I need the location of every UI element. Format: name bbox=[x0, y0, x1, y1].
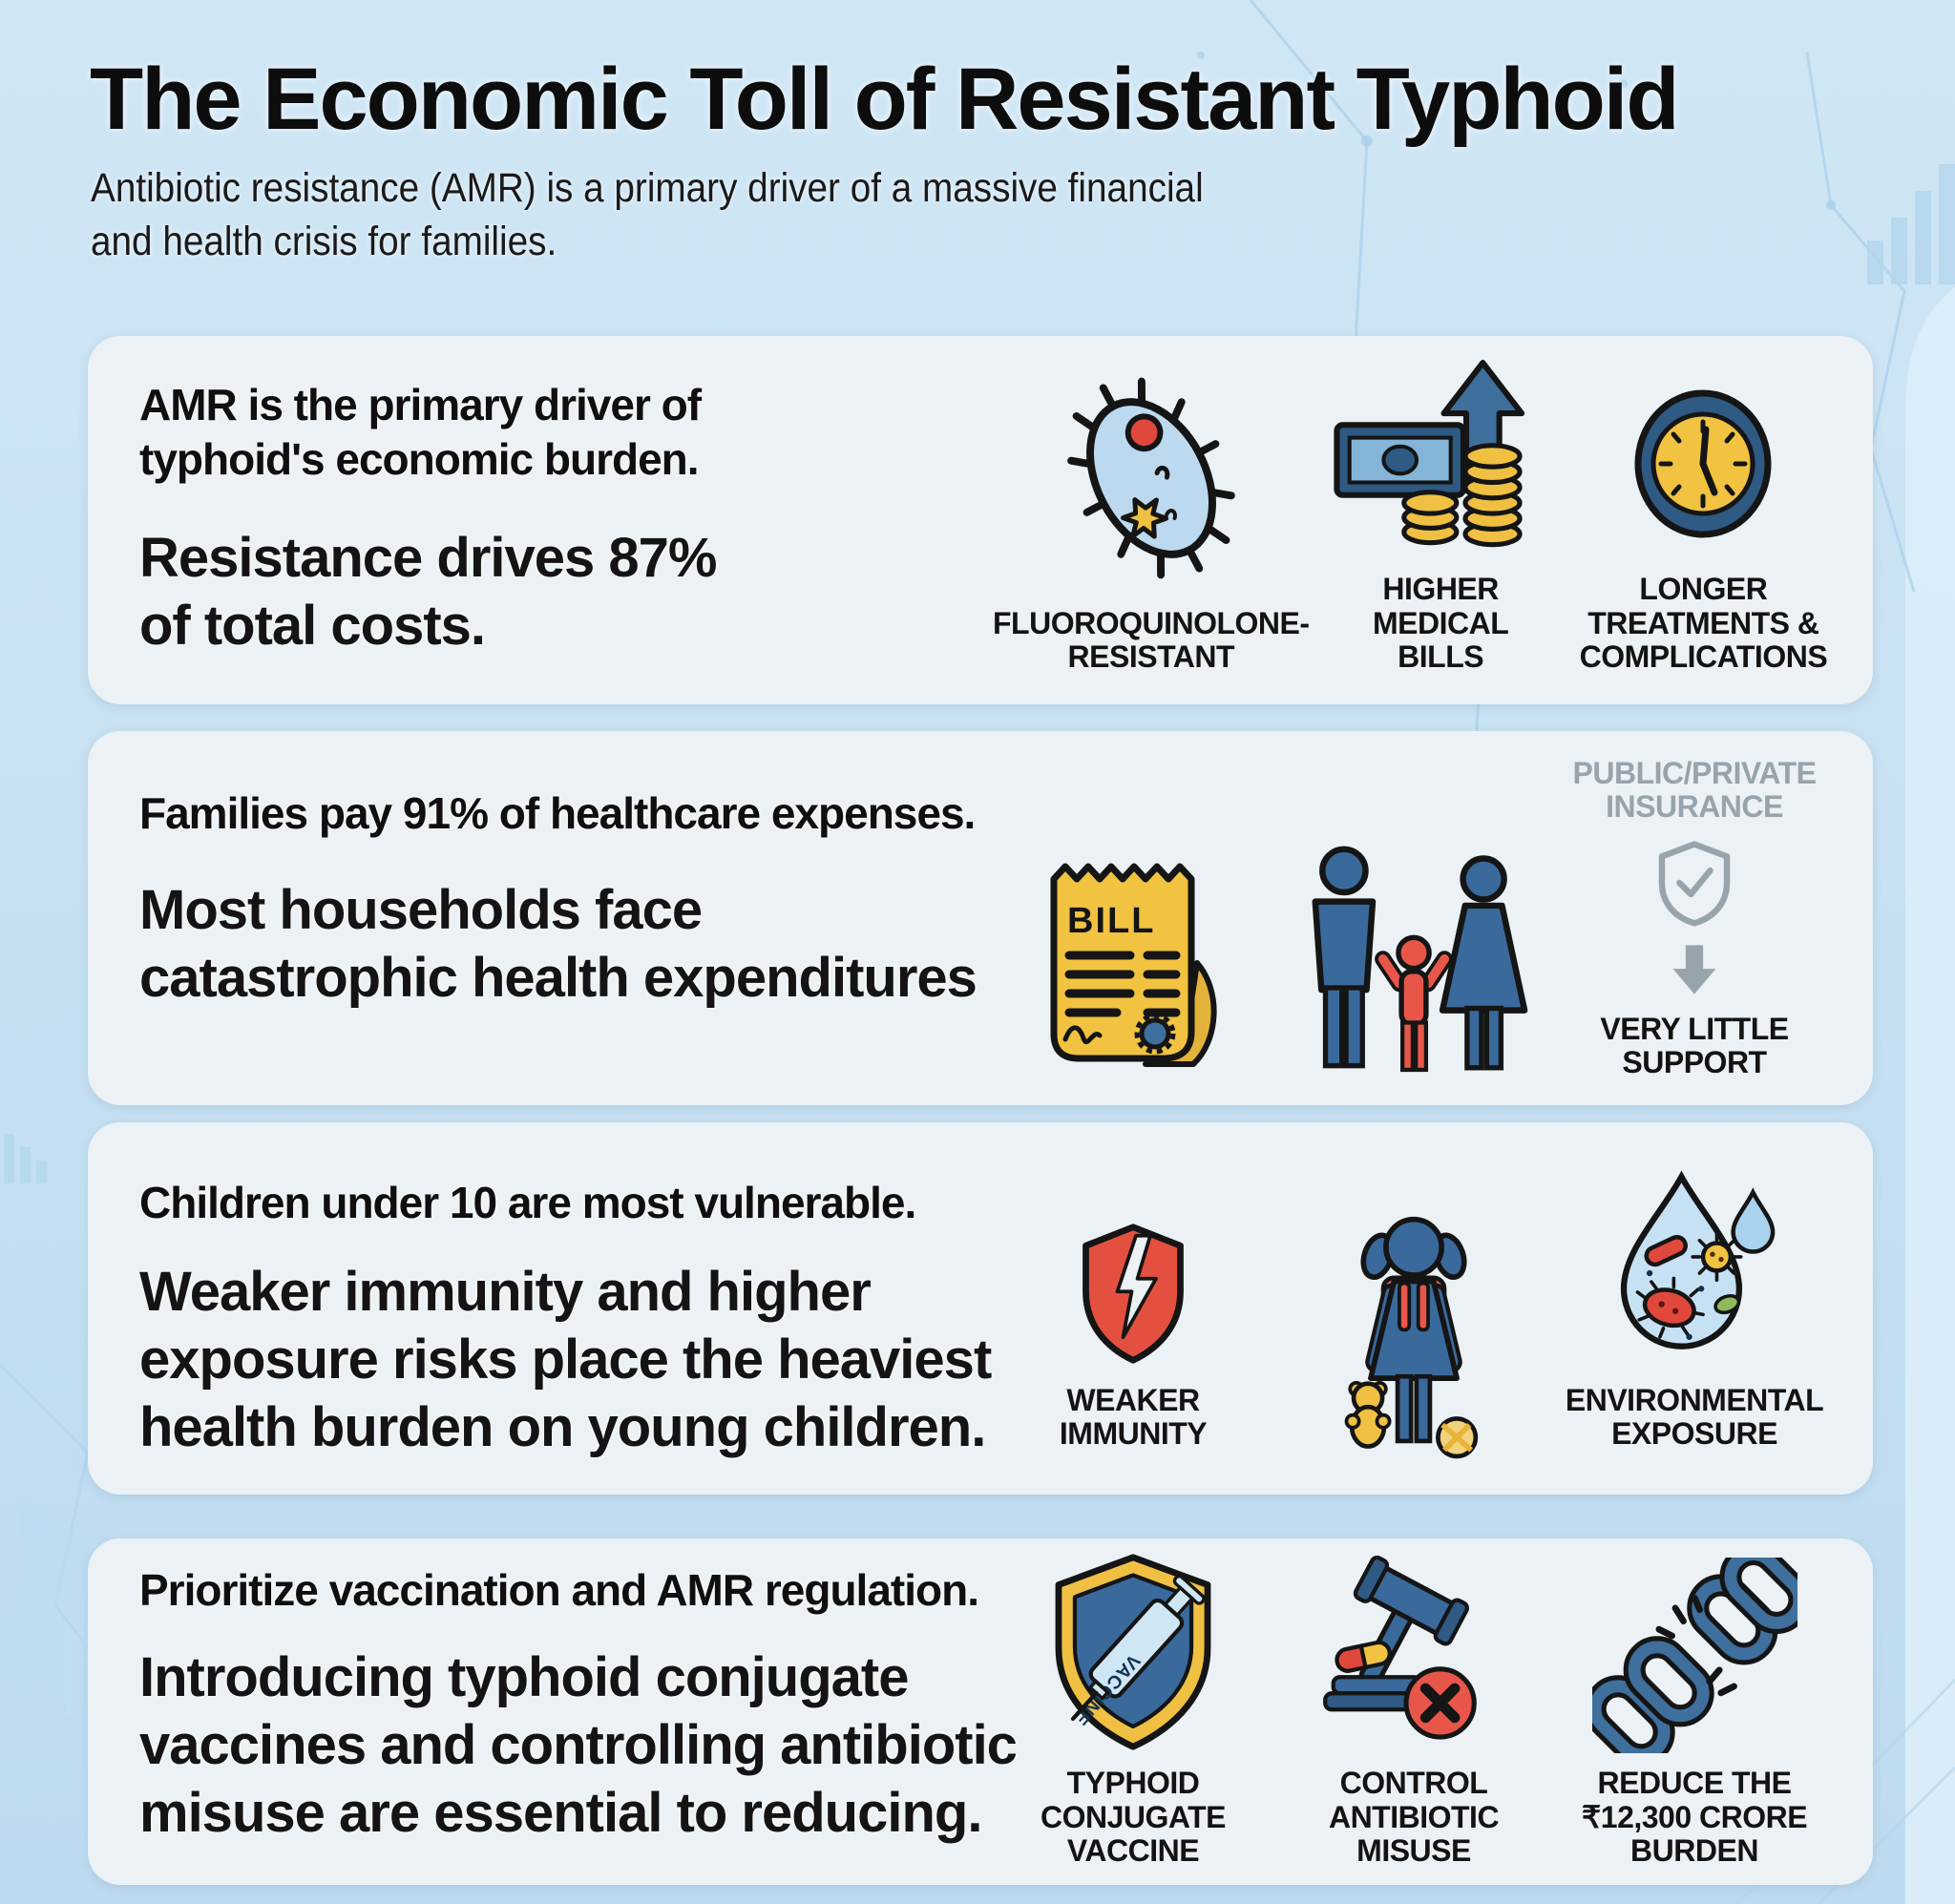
coin-stack-small bbox=[1400, 490, 1459, 546]
icon-column-insurance: PUBLIC/PRIVATE INSURANCE VERY LITTLE SUP… bbox=[1554, 731, 1835, 1105]
bar-chart-glyph bbox=[1867, 164, 1955, 284]
card-statement: Resistance drives 87% of total costs. bbox=[139, 527, 717, 657]
bill-icon: BILL bbox=[1050, 863, 1217, 1067]
icon-column-fluoroquinolone: FLUOROQUINOLONE- RESISTANT bbox=[993, 336, 1310, 704]
icon-column-broken-chain: REDUCE THE ₹12,300 CRORE BURDEN bbox=[1554, 1538, 1835, 1885]
card-text-block: Children under 10 are most vulnerable. W… bbox=[88, 1122, 993, 1495]
pill-capsule bbox=[1334, 1641, 1392, 1674]
icon-column-family bbox=[1273, 731, 1554, 1105]
card-heading: Children under 10 are most vulnerable. bbox=[139, 1178, 916, 1227]
subtitle-line: Antibiotic resistance (AMR) is a primary… bbox=[91, 165, 1204, 211]
rising-medical-bills-icon bbox=[1334, 360, 1524, 548]
card-statement: Introducing typhoid conjugate vaccines a… bbox=[139, 1646, 1018, 1844]
gavel-icon bbox=[1322, 1556, 1477, 1741]
page-title: The Economic Toll of Resistant Typhoid bbox=[90, 51, 1680, 148]
card-text-block: Prioritize vaccination and AMR regulatio… bbox=[88, 1538, 1018, 1885]
icon-label: WEAKER IMMUNITY bbox=[1059, 1382, 1208, 1451]
insurance-top-label: PUBLIC/PRIVATE INSURANCE bbox=[1572, 755, 1817, 824]
icon-column-environmental: ENVIRONMENTAL EXPOSURE bbox=[1554, 1122, 1835, 1495]
left-bars-glyph bbox=[4, 1134, 47, 1183]
icon-column-medical-bills: HIGHER MEDICAL BILLS bbox=[1310, 336, 1572, 704]
down-arrow-icon bbox=[1672, 945, 1716, 994]
teddy-bear bbox=[1344, 1380, 1392, 1449]
icon-column-child bbox=[1273, 1122, 1554, 1495]
card-statement: Weaker immunity and higher exposure risk… bbox=[139, 1261, 992, 1458]
card-heading: AMR is the primary driver of typhoid's e… bbox=[139, 380, 702, 485]
environmental-exposure-icon bbox=[1620, 1170, 1776, 1350]
subtitle-line: and health crisis for families. bbox=[91, 218, 557, 264]
broken-chain-icon bbox=[1591, 1558, 1797, 1754]
card-icon-row: VACCINE TYPHOID CONJUGATE VACCINE bbox=[993, 1538, 1873, 1885]
insurance-bottom-label: VERY LITTLE SUPPORT bbox=[1600, 1012, 1789, 1080]
card-heading: Families pay 91% of healthcare expenses. bbox=[139, 788, 976, 838]
card-icon-row: WEAKER IMMUNITY bbox=[993, 1122, 1873, 1495]
icon-column-weaker-immunity: WEAKER IMMUNITY bbox=[993, 1122, 1273, 1495]
icon-label: LONGER TREATMENTS & COMPLICATIONS bbox=[1579, 572, 1828, 674]
icon-column-vaccine: VACCINE TYPHOID CONJUGATE VACCINE bbox=[993, 1538, 1273, 1885]
break-sparks bbox=[1655, 1595, 1737, 1697]
child-icon bbox=[1344, 1216, 1479, 1459]
family-icon bbox=[1312, 846, 1528, 1073]
chain-left bbox=[1591, 1636, 1714, 1754]
icon-label: ENVIRONMENTAL EXPOSURE bbox=[1565, 1382, 1824, 1451]
child-figure bbox=[1375, 934, 1453, 1073]
bill-inner-label: BILL bbox=[1067, 901, 1155, 941]
icon-label: REDUCE THE ₹12,300 CRORE BURDEN bbox=[1581, 1766, 1808, 1868]
virus-dot bbox=[1691, 1231, 1743, 1282]
icon-label: FLUOROQUINOLONE- RESISTANT bbox=[993, 605, 1310, 674]
card-text-block: Families pay 91% of healthcare expenses.… bbox=[88, 731, 993, 1105]
card-children-vulnerable: Children under 10 are most vulnerable. W… bbox=[88, 1122, 1873, 1495]
card-vaccination-regulation: Prioritize vaccination and AMR regulatio… bbox=[88, 1538, 1873, 1885]
card-amr-economic-burden: AMR is the primary driver of typhoid's e… bbox=[88, 336, 1873, 704]
typhoid-vaccine-shield-icon: VACCINE bbox=[1055, 1554, 1211, 1751]
chain-right bbox=[1686, 1558, 1797, 1665]
insurance-shield-check-icon bbox=[1658, 841, 1731, 927]
icon-column-bill: BILL bbox=[993, 731, 1273, 1105]
page-subtitle: Antibiotic resistance (AMR) is a primary… bbox=[91, 162, 1204, 269]
icon-label: TYPHOID CONJUGATE VACCINE bbox=[1040, 1766, 1227, 1868]
card-statement: Most households face catastrophic health… bbox=[139, 879, 978, 1009]
icon-column-gavel: CONTROL ANTIBIOTIC MISUSE bbox=[1273, 1538, 1554, 1885]
card-out-of-pocket: Families pay 91% of healthcare expenses.… bbox=[88, 731, 1873, 1105]
card-icon-row: FLUOROQUINOLONE- RESISTANT bbox=[993, 336, 1873, 704]
icon-column-longer-treatments: LONGER TREATMENTS & COMPLICATIONS bbox=[1572, 336, 1835, 704]
spiky-microbe bbox=[1635, 1276, 1705, 1339]
clock-icon bbox=[1634, 389, 1772, 538]
icon-label: CONTROL ANTIBIOTIC MISUSE bbox=[1328, 1766, 1500, 1868]
icon-label: HIGHER MEDICAL BILLS bbox=[1373, 572, 1509, 674]
weaker-immunity-shield-icon bbox=[1083, 1224, 1184, 1364]
card-text-block: AMR is the primary driver of typhoid's e… bbox=[88, 336, 993, 704]
resistant-bacteria-icon bbox=[1066, 377, 1235, 578]
card-icon-row: BILL bbox=[993, 731, 1873, 1105]
ball bbox=[1436, 1416, 1479, 1459]
coin-stack-tall bbox=[1462, 443, 1523, 548]
card-heading: Prioritize vaccination and AMR regulatio… bbox=[139, 1565, 979, 1615]
